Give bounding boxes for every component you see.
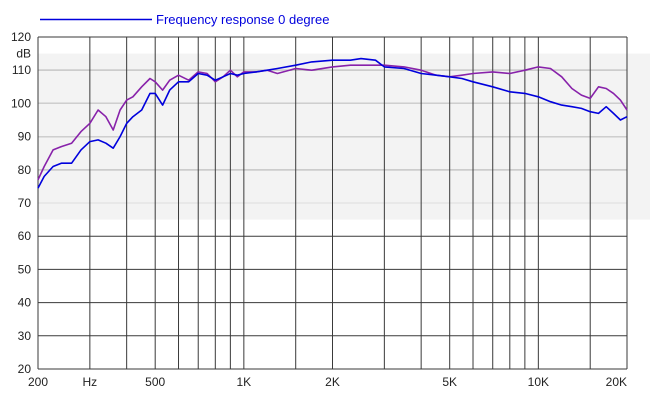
y-tick-label: 90 xyxy=(18,130,32,144)
axis-labels-layer: 20 30 40 50 60 70 80 90 100 110 120 dB 200 Hz 500 1K 2K 5… xyxy=(11,30,627,389)
y-tick-label: 80 xyxy=(18,163,32,177)
legend-label: Frequency response 0 degree xyxy=(156,12,329,27)
x-tick-label: 500 xyxy=(145,375,165,389)
y-tick-label: 100 xyxy=(11,96,31,110)
series-layer xyxy=(37,57,628,189)
y-tick-label: 70 xyxy=(18,196,32,210)
y-tick-label: 120 xyxy=(11,30,31,44)
y-tick-label: 60 xyxy=(18,229,32,243)
x-tick-label: 1K xyxy=(237,375,252,389)
y-tick-label: 30 xyxy=(18,329,32,343)
y-axis-label: dB xyxy=(16,47,31,61)
legend: Frequency response 0 degree xyxy=(40,12,329,27)
y-tick-label: 110 xyxy=(12,63,31,77)
x-tick-label: 5K xyxy=(442,375,457,389)
grid-layer xyxy=(37,36,628,370)
x-tick-label: 2K xyxy=(325,375,340,389)
x-tick-label: 200 xyxy=(28,375,48,389)
series-line-frequency-response-0-degree xyxy=(37,57,628,189)
x-tick-label: 10K xyxy=(528,375,549,389)
y-tick-label: 50 xyxy=(18,262,32,276)
x-tick-label: Hz xyxy=(83,375,98,389)
y-tick-label: 20 xyxy=(18,362,32,376)
y-tick-label: 40 xyxy=(18,296,32,310)
x-tick-label: 20K xyxy=(606,375,627,389)
